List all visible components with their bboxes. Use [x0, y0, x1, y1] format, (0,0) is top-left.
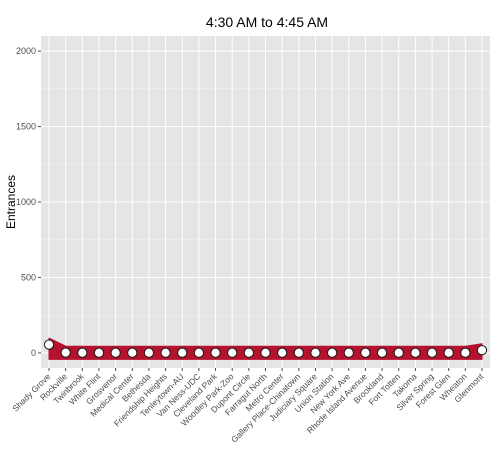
data-point	[177, 347, 188, 358]
data-point	[243, 347, 254, 358]
data-point	[360, 347, 371, 358]
data-point	[426, 347, 438, 358]
data-point	[210, 347, 221, 358]
data-point	[193, 347, 204, 358]
data-point	[127, 347, 138, 358]
chart-title: 4:30 AM to 4:45 AM	[206, 14, 328, 30]
data-point	[460, 347, 471, 358]
data-point	[343, 347, 354, 358]
data-point	[77, 347, 88, 358]
data-point	[60, 347, 71, 358]
y-tick-label: 500	[21, 272, 36, 282]
data-points	[43, 339, 488, 358]
data-point	[327, 347, 338, 358]
data-point	[143, 347, 155, 358]
data-point	[393, 347, 404, 358]
y-tick-label: 0	[31, 348, 36, 358]
y-tick-label: 1000	[16, 197, 36, 207]
y-tick-label: 2000	[16, 46, 36, 56]
y-axis-ticks: 0 500 1000 1500 2000	[16, 46, 41, 358]
y-tick-label: 1500	[16, 122, 36, 132]
data-point	[310, 347, 321, 358]
data-point	[293, 347, 304, 358]
data-point	[260, 347, 271, 358]
major-gridlines	[41, 36, 490, 368]
data-point	[93, 347, 105, 358]
data-point	[227, 347, 238, 358]
data-point	[160, 347, 171, 358]
data-point	[410, 347, 421, 358]
y-axis-label: Entrances	[4, 175, 18, 229]
data-point	[43, 339, 55, 350]
data-point	[110, 347, 121, 358]
data-point	[443, 347, 454, 358]
data-point	[277, 347, 288, 358]
data-point	[476, 345, 488, 356]
data-point	[376, 347, 388, 358]
